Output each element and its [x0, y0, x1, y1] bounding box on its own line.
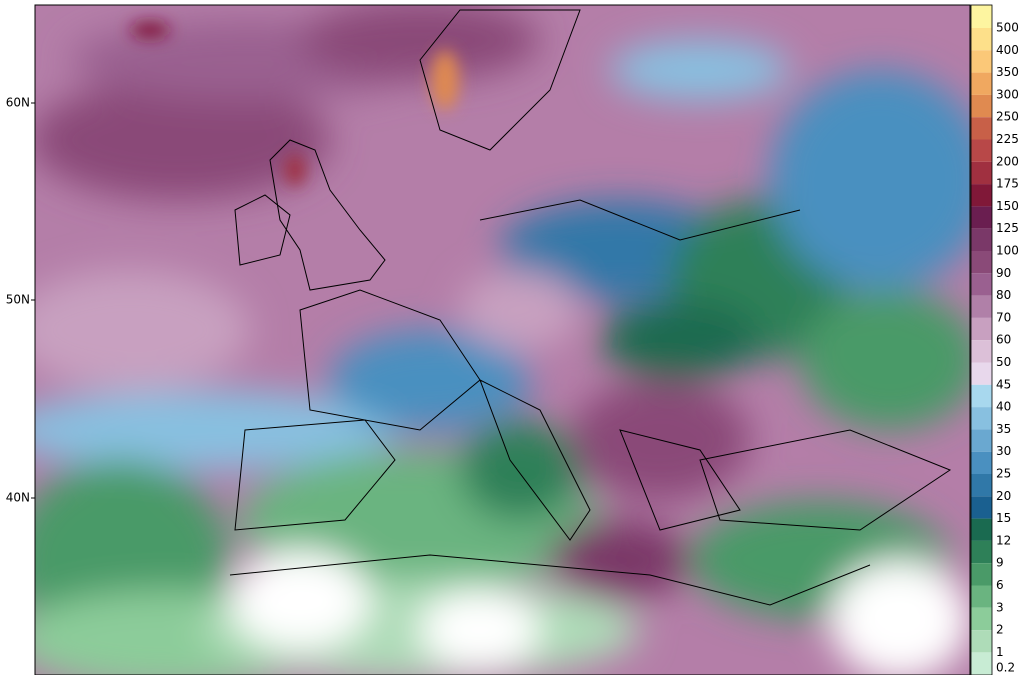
colorbar-label: 100 — [996, 244, 1019, 258]
colorbar-label: 80 — [996, 288, 1011, 302]
colorbar-label: 300 — [996, 87, 1019, 101]
colorbar-box — [971, 652, 992, 675]
colorbar-box — [971, 607, 992, 631]
latitude-labels: 60N 50N 40N — [6, 96, 35, 505]
colorbar-box — [971, 161, 992, 185]
colorbar-label: 2 — [996, 623, 1004, 637]
colorbar-box — [971, 496, 992, 519]
colorbar-label: 90 — [996, 266, 1011, 280]
colorbar-label: 1 — [996, 645, 1004, 659]
coastlines — [229, 9, 952, 606]
colorbar-label: 175 — [996, 177, 1019, 191]
colorbar-label: 250 — [996, 110, 1019, 124]
colorbar-box — [971, 5, 992, 28]
colorbar-label: 200 — [996, 154, 1019, 168]
colorbar-box — [971, 451, 992, 474]
colorbar-box — [971, 184, 992, 207]
colorbar-label: 40 — [996, 400, 1011, 414]
colorbar-box — [971, 429, 992, 452]
colorbar: 5004003503002502252001751501251009080706… — [970, 4, 1019, 675]
latitude-label: 40N — [6, 491, 30, 505]
colorbar-label: 6 — [996, 578, 1004, 592]
map-frame — [34, 4, 971, 675]
colorbar-label: 3 — [996, 600, 1004, 614]
colorbar-box — [971, 563, 992, 586]
colorbar-box — [971, 206, 992, 229]
colorbar-box — [971, 384, 992, 408]
colorbar-box — [971, 362, 992, 385]
colorbar-box — [971, 273, 992, 296]
colorbar-box — [971, 251, 992, 274]
colorbar-label: 25 — [996, 467, 1011, 481]
colorbar-box — [971, 228, 992, 251]
latitude-label: 50N — [6, 293, 30, 307]
colorbar-label: 60 — [996, 333, 1011, 347]
colorbar-label: 30 — [996, 444, 1011, 458]
colorbar-label: 12 — [996, 533, 1011, 547]
colorbar-box — [971, 94, 992, 118]
colorbar-label: 9 — [996, 556, 1004, 570]
colorbar-box — [971, 295, 992, 318]
colorbar-label: 150 — [996, 199, 1019, 213]
colorbar-box — [971, 407, 992, 430]
colorbar-label: 35 — [996, 422, 1011, 436]
colorbar-box — [971, 117, 992, 140]
colorbar-label: 500 — [996, 21, 1019, 35]
colorbar-box — [971, 317, 992, 341]
colorbar-box — [971, 139, 992, 162]
colorbar-box — [971, 72, 992, 95]
colorbar-label: 15 — [996, 511, 1011, 525]
colorbar-box — [971, 585, 992, 608]
colorbar-label: 70 — [996, 310, 1011, 324]
colorbar-label: 45 — [996, 377, 1011, 391]
colorbar-box — [971, 474, 992, 497]
colorbar-label: 20 — [996, 489, 1011, 503]
colorbar-label: 225 — [996, 132, 1019, 146]
colorbar-box — [971, 540, 992, 564]
colorbar-box — [971, 50, 992, 73]
colorbar-box — [971, 630, 992, 653]
colorbar-label: 350 — [996, 65, 1019, 79]
colorbar-label: 0.2 — [996, 661, 1015, 675]
latitude-label: 60N — [6, 96, 30, 110]
map-field — [35, 5, 970, 675]
colorbar-label: 400 — [996, 43, 1019, 57]
colorbar-box — [971, 518, 992, 541]
colorbar-label: 125 — [996, 221, 1019, 235]
colorbar-box — [971, 28, 992, 51]
colorbar-label: 50 — [996, 355, 1011, 369]
colorbar-box — [971, 340, 992, 363]
colorbar-frame — [970, 4, 993, 675]
